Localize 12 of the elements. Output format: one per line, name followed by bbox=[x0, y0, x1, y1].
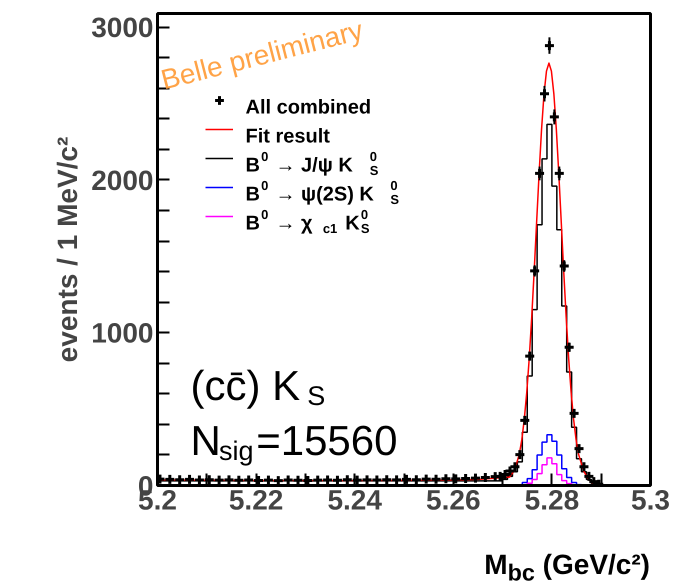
legend-label: Fit result bbox=[246, 126, 330, 148]
y-axis-title: events / 1 MeV/c² bbox=[52, 136, 84, 362]
x-tick-label: 5.22 bbox=[228, 484, 284, 516]
y-tick-label: 1000 bbox=[91, 318, 154, 349]
x-tick-label: 5.24 bbox=[327, 484, 382, 516]
x-tick-label: 5.26 bbox=[426, 484, 481, 516]
x-axis-title: M$_{bc}$ (GeV/c²) bbox=[483, 549, 650, 587]
legend-label: All combined bbox=[246, 96, 372, 118]
y-tick-label: 2000 bbox=[91, 165, 154, 196]
y-tick-label: 3000 bbox=[91, 12, 154, 44]
x-tick-label: 5.3 bbox=[631, 484, 670, 516]
x-tick-label: 5.28 bbox=[524, 484, 580, 516]
